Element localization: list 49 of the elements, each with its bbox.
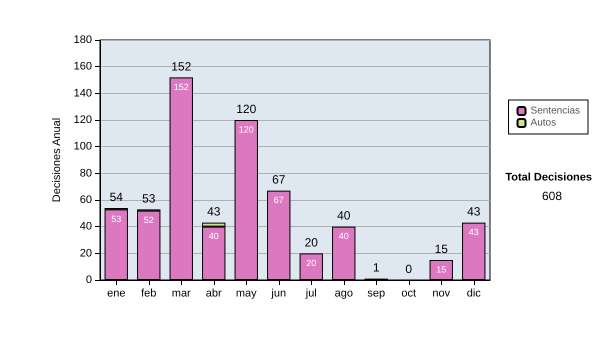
- text: 608: [542, 189, 562, 203]
- total-label: 67: [272, 172, 286, 187]
- y-tick-label: 40: [80, 220, 92, 233]
- total-label: 15: [434, 242, 448, 256]
- y-tick-label: 0: [86, 274, 92, 286]
- data-label: 152: [174, 82, 189, 92]
- total-label: 54: [110, 190, 124, 204]
- x-tick-label: may: [236, 288, 258, 300]
- total-label: 0: [405, 262, 412, 276]
- total-label: 40: [337, 208, 351, 223]
- x-tick-label: jul: [304, 288, 317, 300]
- y-tick-label: 60: [80, 194, 92, 206]
- y-tick-label: 100: [74, 140, 92, 153]
- y-tick-label: 140: [74, 87, 92, 100]
- total-label: 53: [142, 191, 156, 206]
- x-tick-label: jun: [270, 288, 286, 300]
- data-label: 67: [274, 195, 284, 206]
- y-tick-label: 80: [80, 167, 92, 180]
- x-tick-label: ago: [334, 288, 353, 300]
- data-label: 40: [338, 231, 349, 242]
- text: Total Decisiones: [505, 172, 592, 184]
- legend-label: Sentencias: [530, 106, 580, 116]
- total-label: 120: [236, 102, 257, 116]
- y-tick-label: 20: [80, 247, 92, 260]
- x-tick-label: dic: [466, 288, 482, 300]
- x-tick-label: feb: [141, 288, 156, 300]
- y-tick-label: 160: [74, 60, 92, 73]
- x-tick-label: oct: [401, 288, 416, 300]
- data-label: 52: [144, 215, 154, 226]
- data-label: 20: [306, 258, 316, 268]
- total-label: 43: [467, 204, 481, 219]
- y-axis-title: Decisiones Anual: [51, 118, 64, 202]
- x-tick-label: sep: [367, 288, 386, 300]
- x-tick-label: ene: [107, 288, 126, 300]
- y-tick-label: 120: [74, 114, 92, 126]
- legend-label: Autos: [530, 118, 556, 128]
- data-label: 43: [468, 227, 479, 238]
- data-label: 40: [208, 231, 219, 242]
- x-tick-label: mar: [172, 288, 192, 300]
- total-label: 1: [372, 260, 380, 275]
- total-label: 152: [171, 59, 192, 74]
- total-label: 20: [304, 235, 318, 250]
- data-label: 53: [111, 214, 122, 224]
- x-tick-label: abr: [206, 288, 222, 300]
- data-label: 120: [238, 124, 254, 134]
- x-tick-label: nov: [432, 288, 451, 300]
- y-tick-label: 180: [74, 34, 92, 46]
- total-label: 43: [207, 204, 221, 219]
- data-label: 15: [436, 264, 446, 274]
